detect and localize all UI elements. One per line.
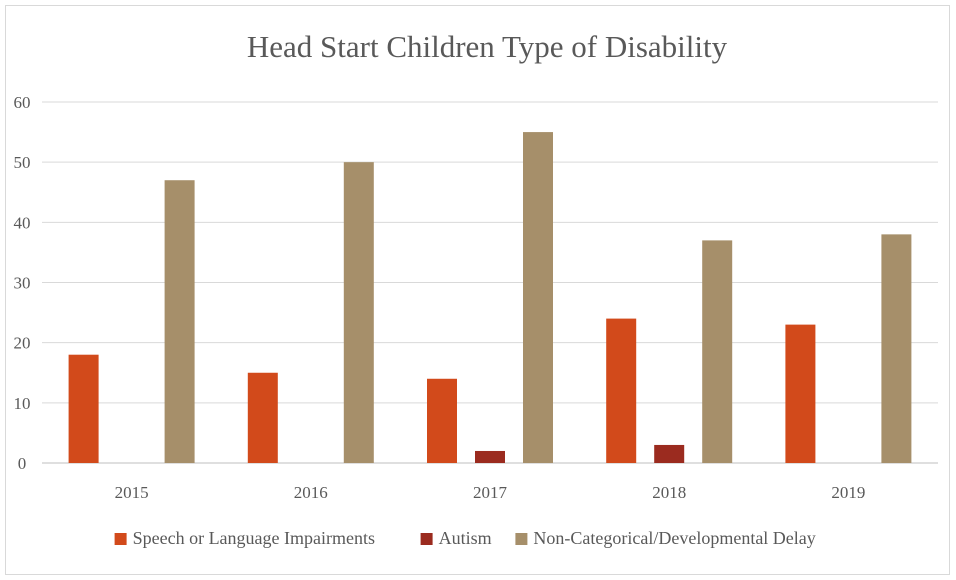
bar-non-categorical-developmental-delay-2017 [523, 132, 553, 464]
y-tick-label: 10 [14, 394, 31, 413]
legend: Speech or Language Impairments Autism Non-… [114, 528, 816, 548]
bar-autism-2018 [654, 444, 685, 463]
chart-title: Head Start Children Type of Disability [247, 29, 728, 64]
legend-label: Speech or Language Impairments [133, 528, 375, 548]
x-axis-ticks: 2015 2016 2017 2018 2019 [115, 483, 866, 502]
chart-frame [5, 5, 950, 575]
y-tick-label: 0 [18, 454, 27, 473]
x-tick-label: 2018 [652, 483, 686, 502]
bar-speech-or-language-impairments-2015 [68, 354, 99, 463]
legend-label: Non-Categorical/Developmental Delay [533, 528, 815, 548]
legend-swatch [515, 533, 528, 545]
y-tick-label: 20 [14, 334, 31, 353]
bar-speech-or-language-impairments-2018 [606, 318, 637, 463]
bar-autism-2017 [475, 450, 505, 463]
y-tick-label: 30 [14, 274, 31, 293]
bar-speech-or-language-impairments-2016 [247, 372, 278, 463]
y-tick-label: 50 [14, 153, 31, 172]
legend-label: Autism [439, 528, 492, 548]
y-tick-label: 60 [14, 93, 31, 112]
bar-speech-or-language-impairments-2019 [785, 324, 816, 463]
bars [68, 132, 912, 464]
bar-non-categorical-developmental-delay-2019 [881, 234, 912, 463]
x-tick-label: 2016 [294, 483, 328, 502]
bar-non-categorical-developmental-delay-2018 [702, 240, 733, 463]
legend-swatch [420, 533, 433, 545]
x-tick-label: 2015 [115, 483, 149, 502]
bar-non-categorical-developmental-delay-2016 [343, 162, 374, 463]
x-tick-label: 2019 [831, 483, 865, 502]
x-tick-label: 2017 [473, 483, 508, 502]
y-tick-label: 40 [14, 213, 31, 232]
y-axis-ticks: 0 10 20 30 40 50 60 [14, 93, 31, 473]
bar-speech-or-language-impairments-2017 [427, 378, 457, 463]
legend-swatch [114, 533, 127, 545]
bar-non-categorical-developmental-delay-2015 [164, 180, 195, 463]
